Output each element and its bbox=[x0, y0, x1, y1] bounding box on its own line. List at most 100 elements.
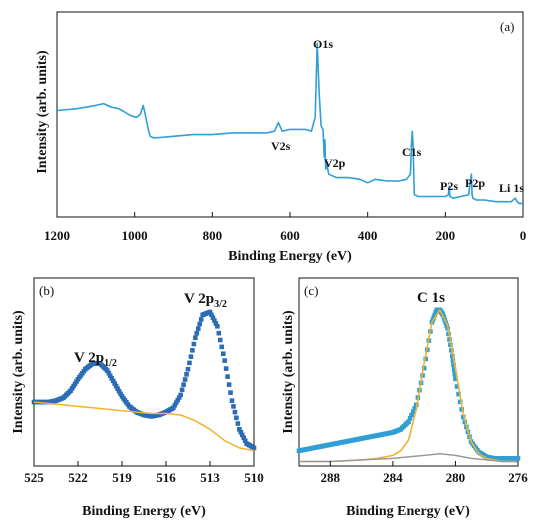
data-point bbox=[182, 377, 188, 382]
data-point bbox=[173, 400, 179, 405]
data-point bbox=[105, 368, 110, 373]
data-point bbox=[450, 353, 455, 359]
data-point bbox=[106, 370, 112, 376]
data-point bbox=[175, 397, 181, 403]
annotation-li1s: Li 1s bbox=[499, 181, 524, 195]
xtick-label: 525 bbox=[24, 470, 44, 485]
data-point bbox=[188, 354, 194, 359]
panel-a-label: (a) bbox=[500, 19, 514, 34]
xtick-label: 200 bbox=[436, 228, 456, 243]
data-point bbox=[210, 315, 216, 321]
annotation-v2p: V2p bbox=[324, 156, 346, 170]
xtick-label: 400 bbox=[358, 228, 378, 243]
panel-b-xticks: 525 522 519 516 513 510 bbox=[24, 461, 264, 485]
data-point bbox=[231, 404, 236, 409]
xtick-label: 600 bbox=[280, 228, 300, 243]
data-point bbox=[194, 330, 200, 336]
data-point bbox=[220, 351, 226, 357]
data-point bbox=[412, 405, 418, 411]
data-point bbox=[451, 362, 456, 368]
panel-b-series bbox=[31, 309, 257, 452]
data-point bbox=[181, 382, 186, 387]
panel-a-xticks: 1200 1000 800 600 400 200 0 bbox=[44, 212, 526, 243]
annotation-p2p: P2p bbox=[465, 176, 485, 190]
panel-c-xticks: 288 284 280 276 bbox=[321, 461, 528, 485]
background-line bbox=[299, 453, 518, 463]
annotation-c-1s: C 1s bbox=[417, 290, 445, 306]
data-point bbox=[457, 399, 463, 405]
data-point bbox=[222, 358, 227, 363]
data-point bbox=[451, 367, 457, 372]
data-point bbox=[171, 405, 176, 411]
data-point bbox=[421, 365, 427, 371]
data-point bbox=[223, 366, 229, 371]
xtick-label: 510 bbox=[244, 470, 264, 485]
annotation-v2p-3-2-base: V 2p bbox=[184, 291, 214, 307]
data-point bbox=[112, 381, 117, 386]
data-point bbox=[209, 312, 214, 318]
data-point bbox=[184, 372, 189, 377]
data-point bbox=[239, 432, 245, 438]
annotation-o1s: O1s bbox=[313, 37, 333, 51]
data-point bbox=[213, 321, 219, 326]
data-point bbox=[118, 391, 123, 397]
xtick-label: 1200 bbox=[44, 228, 70, 243]
xtick-label: 1000 bbox=[122, 228, 148, 243]
data-point bbox=[215, 324, 220, 329]
panel-b: (b) 525 522 519 516 513 510 Binding Energy (e… bbox=[11, 277, 264, 519]
panel-c-ylabel: Intensity (arb. units) bbox=[281, 310, 296, 434]
survey-line bbox=[56, 42, 523, 205]
data-point bbox=[232, 409, 238, 415]
xtick-label: 519 bbox=[112, 470, 132, 485]
data-point bbox=[225, 374, 230, 379]
data-point bbox=[459, 407, 464, 412]
xtick-label: 516 bbox=[156, 470, 176, 485]
data-point bbox=[115, 386, 120, 391]
data-point bbox=[432, 312, 438, 318]
data-point bbox=[237, 426, 242, 432]
xtick-label: 522 bbox=[68, 470, 88, 485]
panel-c-frame bbox=[298, 277, 519, 467]
data-point bbox=[431, 315, 437, 320]
fit-line bbox=[299, 309, 518, 463]
data-point bbox=[191, 341, 197, 347]
data-point bbox=[113, 383, 119, 389]
data-point bbox=[406, 419, 411, 424]
data-point bbox=[219, 344, 225, 350]
data-point bbox=[454, 384, 460, 389]
data-point bbox=[450, 358, 456, 363]
data-point bbox=[212, 318, 217, 323]
background-line bbox=[33, 401, 255, 452]
xtick-label: 800 bbox=[203, 228, 223, 243]
data-point bbox=[176, 395, 182, 400]
annotation-v2p-1-2: V 2p1/2 bbox=[74, 350, 117, 369]
data-point bbox=[444, 323, 449, 328]
annotation-p2s: P2s bbox=[440, 179, 458, 193]
panel-a-xlabel: Binding Energy (eV) bbox=[228, 249, 352, 264]
data-point bbox=[234, 415, 239, 421]
panel-a-ylabel: Intensity (arb. units) bbox=[35, 50, 50, 174]
data-point bbox=[185, 366, 191, 372]
data-point bbox=[241, 435, 247, 441]
annotation-v2p-3-2-sub: 3/2 bbox=[214, 299, 227, 310]
data-point bbox=[456, 391, 461, 397]
xtick-label: 0 bbox=[520, 228, 527, 243]
data-point bbox=[226, 382, 232, 387]
xtick-label: 288 bbox=[321, 470, 341, 485]
data-point bbox=[409, 412, 414, 418]
data-point bbox=[107, 373, 113, 379]
data-point bbox=[190, 348, 195, 353]
data-point bbox=[179, 387, 185, 393]
data-point bbox=[116, 388, 122, 394]
panel-a-series bbox=[56, 42, 523, 205]
data-point bbox=[453, 376, 458, 382]
data-point bbox=[172, 402, 178, 408]
panel-c-xlabel: Binding Energy (eV) bbox=[346, 504, 470, 519]
data-point bbox=[109, 376, 115, 381]
data-point bbox=[433, 310, 439, 315]
data-point bbox=[515, 456, 521, 461]
panel-c-series bbox=[296, 307, 521, 463]
panel-a: (a) 1200 1000 800 600 400 200 0 Binding Energy… bbox=[35, 11, 526, 264]
data-point bbox=[207, 309, 213, 315]
xtick-label: 284 bbox=[383, 470, 403, 485]
